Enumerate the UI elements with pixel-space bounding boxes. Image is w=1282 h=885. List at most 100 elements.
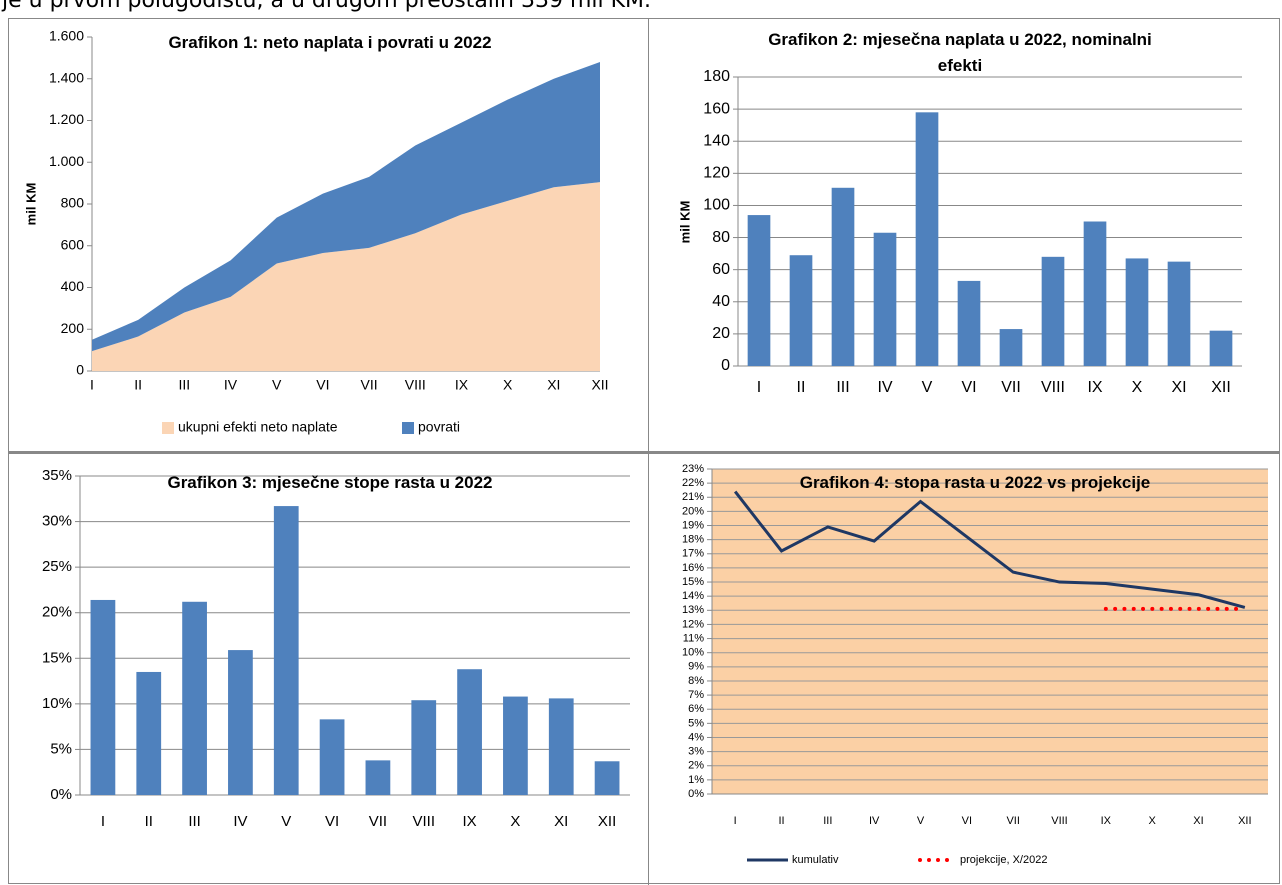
y-tick-label: 140 (703, 132, 730, 149)
bar (136, 671, 162, 795)
x-tick-label: XII (598, 813, 616, 830)
y-tick-label: 15% (42, 649, 72, 666)
legend-label: projekcije, X/2022 (960, 854, 1047, 866)
x-tick-label: III (836, 379, 849, 396)
chart-title: Grafikon 2: mjesečna naplata u 2022, nom… (768, 30, 1152, 75)
x-tick-label: X (1132, 379, 1143, 396)
x-tick-label: VIII (1051, 815, 1068, 827)
bar (747, 215, 771, 366)
x-tick-label: IV (224, 377, 238, 393)
y-tick-label: 19% (682, 519, 704, 531)
y-tick-label: 16% (682, 562, 704, 574)
x-tick-label: VI (325, 813, 339, 830)
bar (831, 187, 855, 366)
x-tick-label: VI (316, 377, 329, 393)
y-tick-label: 0 (76, 362, 84, 378)
x-tick-label: III (179, 377, 191, 393)
x-tick-label: XI (554, 813, 568, 830)
x-tick-label: XI (547, 377, 560, 393)
x-tick-label: XI (1171, 379, 1186, 396)
legend-label: kumulativ (792, 854, 839, 866)
x-tick-label: IX (462, 813, 476, 830)
y-tick-label: 2% (688, 760, 704, 772)
legend-swatch (402, 422, 414, 434)
y-tick-label: 80 (712, 229, 730, 246)
y-tick-label: 1.000 (49, 153, 84, 169)
x-tick-label: IX (455, 377, 469, 393)
x-tick-label: IV (877, 379, 892, 396)
y-tick-label: 30% (42, 513, 72, 530)
y-tick-label: 0% (688, 788, 704, 800)
x-tick-label: IV (233, 813, 247, 830)
bar (1041, 256, 1065, 366)
x-tick-label: VII (1001, 379, 1021, 396)
y-tick-label: 1.400 (49, 69, 84, 85)
y-tick-label: 11% (683, 632, 704, 644)
chart-title: Grafikon 4: stopa rasta u 2022 vs projek… (799, 473, 1151, 492)
bar (999, 329, 1023, 366)
bar (548, 698, 574, 795)
chart-title: Grafikon 1: neto naplata i povrati u 202… (168, 33, 492, 52)
x-tick-label: V (272, 377, 282, 393)
x-tick-label: VI (961, 379, 976, 396)
y-tick-label: 180 (703, 68, 730, 85)
chart-title: Grafikon 3: mjesečne stope rasta u 2022 (167, 473, 493, 492)
bar (1125, 258, 1149, 366)
y-tick-label: 35% (42, 467, 72, 484)
x-tick-label: VIII (405, 377, 426, 393)
plot-background (712, 469, 1268, 794)
bar (503, 696, 528, 795)
x-tick-label: X (1148, 815, 1156, 827)
x-tick-label: VIII (412, 813, 435, 830)
x-tick-label: IX (1087, 379, 1102, 396)
y-tick-label: 1.600 (49, 28, 84, 44)
y-tick-label: 0% (50, 786, 72, 803)
y-tick-label: 1.200 (49, 111, 84, 127)
bar (182, 601, 207, 795)
y-tick-label: 6% (688, 703, 704, 715)
y-tick-label: 15% (682, 576, 704, 588)
bar (1209, 330, 1233, 366)
y-tick-label: 120 (703, 165, 730, 182)
bar (457, 669, 482, 795)
bar (873, 232, 897, 366)
x-tick-label: IX (1101, 815, 1112, 827)
y-tick-label: 160 (703, 100, 730, 117)
area (92, 62, 600, 352)
x-tick-label: V (922, 379, 933, 396)
y-tick-label: 7% (688, 689, 704, 701)
y-tick-label: 0 (721, 357, 730, 374)
x-tick-label: XII (1238, 815, 1251, 827)
y-tick-label: 40 (712, 293, 730, 310)
x-tick-label: II (778, 815, 784, 827)
legend-swatch (162, 422, 174, 434)
y-tick-label: 100 (703, 197, 730, 214)
x-tick-label: II (145, 813, 153, 830)
x-tick-label: V (281, 813, 291, 830)
x-tick-label: II (134, 377, 142, 393)
y-tick-label: 17% (682, 548, 704, 560)
y-tick-label: 13% (682, 604, 704, 616)
y-axis-label: mil KM (677, 201, 692, 244)
bar (915, 112, 939, 366)
x-tick-label: VI (962, 815, 972, 827)
line (733, 490, 1246, 609)
x-tick-label: I (101, 813, 105, 830)
y-tick-label: 9% (688, 661, 704, 673)
legend-label: ukupni efekti neto naplate (178, 419, 338, 435)
y-tick-label: 800 (61, 195, 85, 211)
x-tick-label: VIII (1041, 379, 1065, 396)
bar (411, 700, 437, 795)
y-tick-label: 200 (61, 320, 85, 336)
x-tick-label: III (188, 813, 201, 830)
y-tick-label: 12% (682, 618, 704, 630)
x-tick-label: I (734, 815, 737, 827)
bar (319, 719, 345, 795)
x-tick-label: I (90, 377, 94, 393)
y-axis-label: mil KM (23, 183, 38, 226)
x-tick-label: X (503, 377, 513, 393)
y-tick-label: 1% (688, 774, 704, 786)
y-tick-label: 5% (688, 717, 704, 729)
